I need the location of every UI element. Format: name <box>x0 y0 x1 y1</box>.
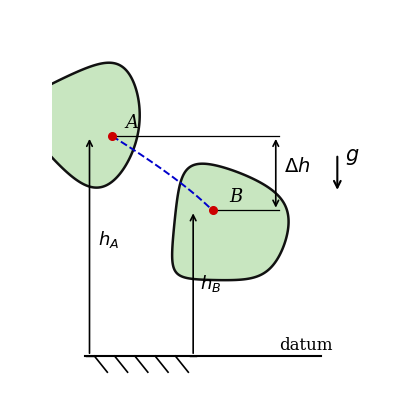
Polygon shape <box>172 164 288 280</box>
Text: $\Delta h$: $\Delta h$ <box>284 158 310 176</box>
Text: datum: datum <box>279 337 332 354</box>
Text: $h_B$: $h_B$ <box>200 273 221 294</box>
Text: $h_A$: $h_A$ <box>98 229 119 250</box>
Text: $g$: $g$ <box>345 147 360 167</box>
Text: B: B <box>229 189 242 206</box>
Text: A: A <box>125 114 138 132</box>
Polygon shape <box>20 63 140 188</box>
